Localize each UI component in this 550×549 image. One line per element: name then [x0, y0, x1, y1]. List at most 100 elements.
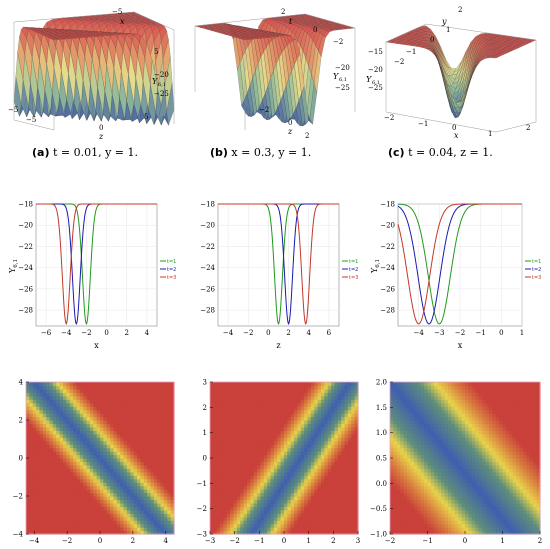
density-cell: [86, 426, 91, 431]
tick-bottom-1: −5: [8, 106, 18, 114]
density-cell: [76, 523, 81, 528]
density-cell: [116, 516, 121, 521]
density-cell: [310, 485, 315, 490]
density-cell: [120, 530, 125, 535]
density-cell: [93, 382, 98, 387]
density-cell: [52, 426, 57, 431]
density-cell: [83, 430, 88, 435]
density-cell: [113, 527, 118, 532]
density-cell: [63, 509, 67, 514]
density-cell: [32, 471, 37, 476]
density-cell: [310, 402, 315, 407]
density-cell: [26, 440, 30, 445]
density-cell: [317, 461, 322, 466]
density-cell: [103, 499, 108, 504]
density-cell: [93, 502, 98, 507]
density-cell: [163, 392, 168, 397]
density-cell: [270, 492, 275, 497]
density-cell: [113, 530, 118, 535]
density-cell: [210, 468, 214, 473]
density-cell: [170, 426, 175, 431]
density-cell: [153, 499, 158, 504]
density-cell: [167, 447, 172, 452]
density-cell: [32, 444, 37, 449]
density-cell: [137, 392, 141, 397]
density-cell: [273, 426, 278, 431]
density-cell: [157, 399, 162, 404]
density-cell: [76, 492, 81, 497]
density-cell: [253, 492, 258, 497]
density-cell: [213, 392, 218, 397]
density-cell: [86, 440, 91, 445]
density-cell: [310, 395, 315, 400]
density-cell: [49, 475, 54, 480]
density-cell: [226, 444, 231, 449]
density-cell: [150, 520, 155, 525]
density-cell: [140, 402, 145, 407]
density-cell: [250, 447, 255, 452]
density-cell: [66, 388, 71, 393]
density-cell: [163, 520, 168, 525]
density-cell: [126, 506, 131, 511]
density-cell: [260, 516, 265, 521]
density-cell: [230, 527, 235, 532]
density-cell: [130, 492, 135, 497]
density-cell: [76, 385, 81, 390]
density-cell: [83, 423, 88, 428]
density-cell: [284, 461, 288, 466]
density-cell: [167, 464, 172, 469]
density-cell: [290, 478, 295, 483]
density-cell: [130, 471, 135, 476]
density-cell: [247, 464, 251, 469]
density-cell: [150, 430, 155, 435]
density-cell: [213, 458, 218, 463]
density-cell: [29, 406, 34, 411]
density-cell: [210, 513, 214, 518]
density-cell: [150, 409, 155, 414]
density-cell: [304, 433, 309, 438]
density-cell: [163, 454, 168, 459]
density-cell: [103, 502, 108, 507]
density-cell: [83, 454, 88, 459]
density-cell: [280, 388, 285, 393]
density-cell: [216, 471, 221, 476]
density-cell: [147, 520, 152, 525]
density-cell: [220, 423, 225, 428]
density-cell: [120, 454, 125, 459]
density-cell: [257, 388, 262, 393]
density-cell: [120, 464, 125, 469]
density-cell: [304, 385, 309, 390]
density-cell: [163, 458, 168, 463]
density-cell: [63, 527, 67, 532]
density-cell: [113, 406, 118, 411]
density-cell: [260, 409, 265, 414]
density-cell: [83, 385, 88, 390]
density-cell: [243, 433, 248, 438]
density-cell: [240, 413, 245, 418]
density-cell: [56, 509, 61, 514]
density-cell: [314, 385, 319, 390]
density-cell: [157, 506, 162, 511]
density-cell: [49, 409, 54, 414]
density-cell: [153, 413, 158, 418]
density-cell: [150, 406, 155, 411]
density-cell: [170, 492, 175, 497]
density-cell: [153, 433, 158, 438]
density-cell: [133, 385, 138, 390]
density-cell: [213, 509, 218, 514]
density-cell: [93, 492, 98, 497]
density-cell: [240, 430, 245, 435]
density-cell: [93, 409, 98, 414]
density-cell: [100, 509, 104, 514]
density-cell: [49, 471, 54, 476]
density-cell: [170, 458, 175, 463]
x-tick-label: 0: [266, 329, 270, 337]
density-cell: [120, 451, 125, 456]
density-cell: [120, 399, 125, 404]
y-axis-label-main: Y: [8, 267, 17, 274]
density-cell: [273, 520, 278, 525]
density-cell: [294, 520, 299, 525]
density-cell: [167, 395, 172, 400]
density-cell: [140, 385, 145, 390]
density-cell: [317, 420, 322, 425]
